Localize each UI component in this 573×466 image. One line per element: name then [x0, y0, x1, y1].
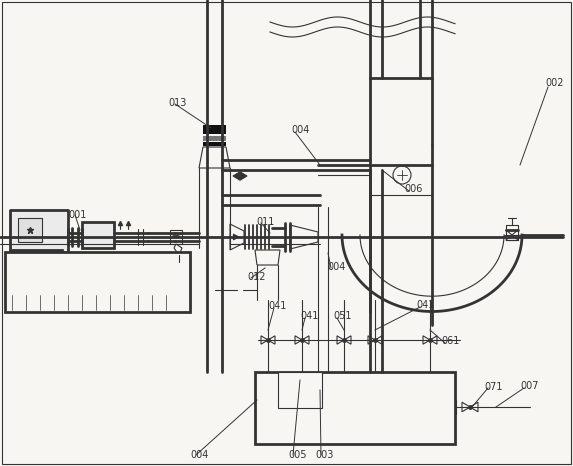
Bar	[506, 225, 518, 240]
Text: 041: 041	[268, 301, 286, 311]
Bar	[278, 372, 322, 408]
Polygon shape	[344, 336, 351, 344]
Text: 061: 061	[441, 336, 460, 346]
Text: 004: 004	[190, 450, 209, 460]
Text: 001: 001	[68, 210, 87, 220]
Bar	[12, 250, 62, 255]
Polygon shape	[290, 225, 318, 249]
Text: 051: 051	[333, 311, 351, 321]
Polygon shape	[295, 336, 302, 344]
Text: 004: 004	[327, 262, 346, 272]
Polygon shape	[430, 336, 437, 344]
Text: 071: 071	[484, 382, 503, 392]
Polygon shape	[470, 402, 478, 412]
Polygon shape	[423, 336, 430, 344]
Text: 006: 006	[404, 184, 422, 194]
Text: 004: 004	[291, 125, 309, 135]
Bar	[203, 142, 226, 146]
Polygon shape	[302, 336, 309, 344]
Polygon shape	[368, 336, 375, 344]
Polygon shape	[462, 402, 470, 412]
Polygon shape	[174, 244, 182, 255]
Text: 013: 013	[168, 98, 186, 108]
Bar	[203, 125, 226, 134]
Polygon shape	[261, 336, 268, 344]
Text: 007: 007	[520, 381, 539, 391]
Bar	[255, 372, 455, 444]
Bar	[5, 252, 190, 312]
Polygon shape	[230, 224, 244, 250]
Polygon shape	[375, 336, 382, 344]
Bar	[10, 210, 68, 252]
Polygon shape	[268, 336, 275, 344]
Bar	[18, 218, 42, 242]
Polygon shape	[255, 250, 280, 265]
Polygon shape	[233, 172, 247, 180]
Text: 003: 003	[315, 450, 333, 460]
Bar	[203, 136, 226, 141]
Polygon shape	[199, 147, 230, 168]
Text: 005: 005	[288, 450, 307, 460]
Bar	[82, 222, 114, 248]
Bar	[170, 230, 182, 244]
Text: 041: 041	[300, 311, 319, 321]
Text: 011: 011	[256, 217, 274, 227]
Text: 002: 002	[545, 78, 563, 88]
Polygon shape	[337, 336, 344, 344]
Text: 012: 012	[247, 272, 265, 282]
Text: 041: 041	[416, 300, 434, 310]
